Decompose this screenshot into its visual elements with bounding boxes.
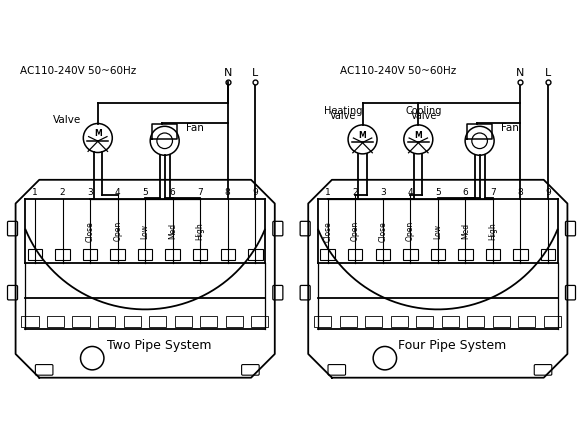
- Text: 4: 4: [115, 187, 121, 197]
- Text: M: M: [415, 131, 422, 140]
- Bar: [486, 249, 500, 260]
- Text: Valve: Valve: [410, 111, 437, 121]
- Text: N: N: [516, 68, 525, 78]
- Bar: [513, 249, 528, 260]
- Text: 3: 3: [380, 187, 385, 197]
- Bar: [467, 316, 484, 327]
- Text: 5: 5: [142, 187, 148, 197]
- Text: Fan: Fan: [501, 123, 518, 133]
- Bar: [391, 316, 408, 327]
- Text: Open: Open: [351, 221, 360, 241]
- Text: 7: 7: [198, 187, 203, 197]
- Text: 1: 1: [325, 187, 331, 197]
- Bar: [72, 316, 90, 327]
- Text: L: L: [545, 68, 551, 78]
- Bar: [442, 316, 459, 327]
- Text: M: M: [94, 129, 101, 138]
- Bar: [431, 249, 445, 260]
- Text: Valve: Valve: [53, 115, 81, 125]
- Text: N: N: [223, 68, 232, 78]
- Text: AC110-240V 50~60Hz: AC110-240V 50~60Hz: [20, 66, 136, 75]
- Text: 3: 3: [87, 187, 93, 197]
- Text: 5: 5: [435, 187, 441, 197]
- Text: 2: 2: [60, 187, 65, 197]
- Text: L: L: [252, 68, 258, 78]
- Bar: [98, 316, 115, 327]
- Text: 9: 9: [545, 187, 551, 197]
- Bar: [540, 249, 555, 260]
- Text: AC110-240V 50~60Hz: AC110-240V 50~60Hz: [340, 66, 456, 75]
- Text: 1: 1: [32, 187, 38, 197]
- Text: High: High: [489, 223, 497, 240]
- Text: Close: Close: [378, 221, 387, 242]
- Bar: [348, 249, 363, 260]
- Text: High: High: [196, 223, 205, 240]
- Bar: [365, 316, 382, 327]
- Text: Med: Med: [461, 223, 470, 240]
- Text: 6: 6: [170, 187, 175, 197]
- Text: Med: Med: [168, 223, 177, 240]
- Bar: [544, 316, 561, 327]
- Text: Heating: Heating: [324, 106, 362, 116]
- Text: 4: 4: [408, 187, 413, 197]
- Bar: [321, 249, 335, 260]
- Bar: [83, 249, 97, 260]
- Bar: [248, 249, 262, 260]
- Bar: [174, 316, 192, 327]
- Text: M: M: [359, 131, 367, 140]
- Bar: [458, 249, 473, 260]
- Bar: [339, 316, 357, 327]
- Bar: [22, 316, 38, 327]
- Bar: [416, 316, 433, 327]
- Text: 2: 2: [353, 187, 358, 197]
- Bar: [375, 249, 390, 260]
- Bar: [55, 249, 70, 260]
- Bar: [166, 249, 180, 260]
- Text: Open: Open: [113, 221, 122, 241]
- Text: 8: 8: [518, 187, 524, 197]
- Text: Open: Open: [406, 221, 415, 241]
- Text: Fan: Fan: [185, 123, 203, 133]
- Bar: [138, 249, 152, 260]
- Text: Four Pipe System: Four Pipe System: [398, 339, 506, 352]
- Text: Low: Low: [433, 224, 442, 239]
- Text: 7: 7: [490, 187, 496, 197]
- Bar: [403, 249, 417, 260]
- Bar: [226, 316, 243, 327]
- Text: 8: 8: [225, 187, 231, 197]
- Bar: [314, 316, 331, 327]
- Text: Close: Close: [323, 221, 332, 242]
- Text: 6: 6: [462, 187, 468, 197]
- Bar: [149, 316, 166, 327]
- Bar: [124, 316, 141, 327]
- Bar: [518, 316, 536, 327]
- Bar: [220, 249, 235, 260]
- Text: Two Pipe System: Two Pipe System: [107, 339, 212, 352]
- Bar: [251, 316, 268, 327]
- Bar: [110, 249, 125, 260]
- Bar: [47, 316, 64, 327]
- Bar: [200, 316, 217, 327]
- Bar: [193, 249, 208, 260]
- Text: Close: Close: [86, 221, 94, 242]
- Bar: [493, 316, 510, 327]
- Text: Cooling: Cooling: [406, 106, 442, 116]
- Text: 9: 9: [252, 187, 258, 197]
- Text: Valve: Valve: [330, 111, 356, 121]
- Bar: [28, 249, 43, 260]
- Text: Low: Low: [141, 224, 150, 239]
